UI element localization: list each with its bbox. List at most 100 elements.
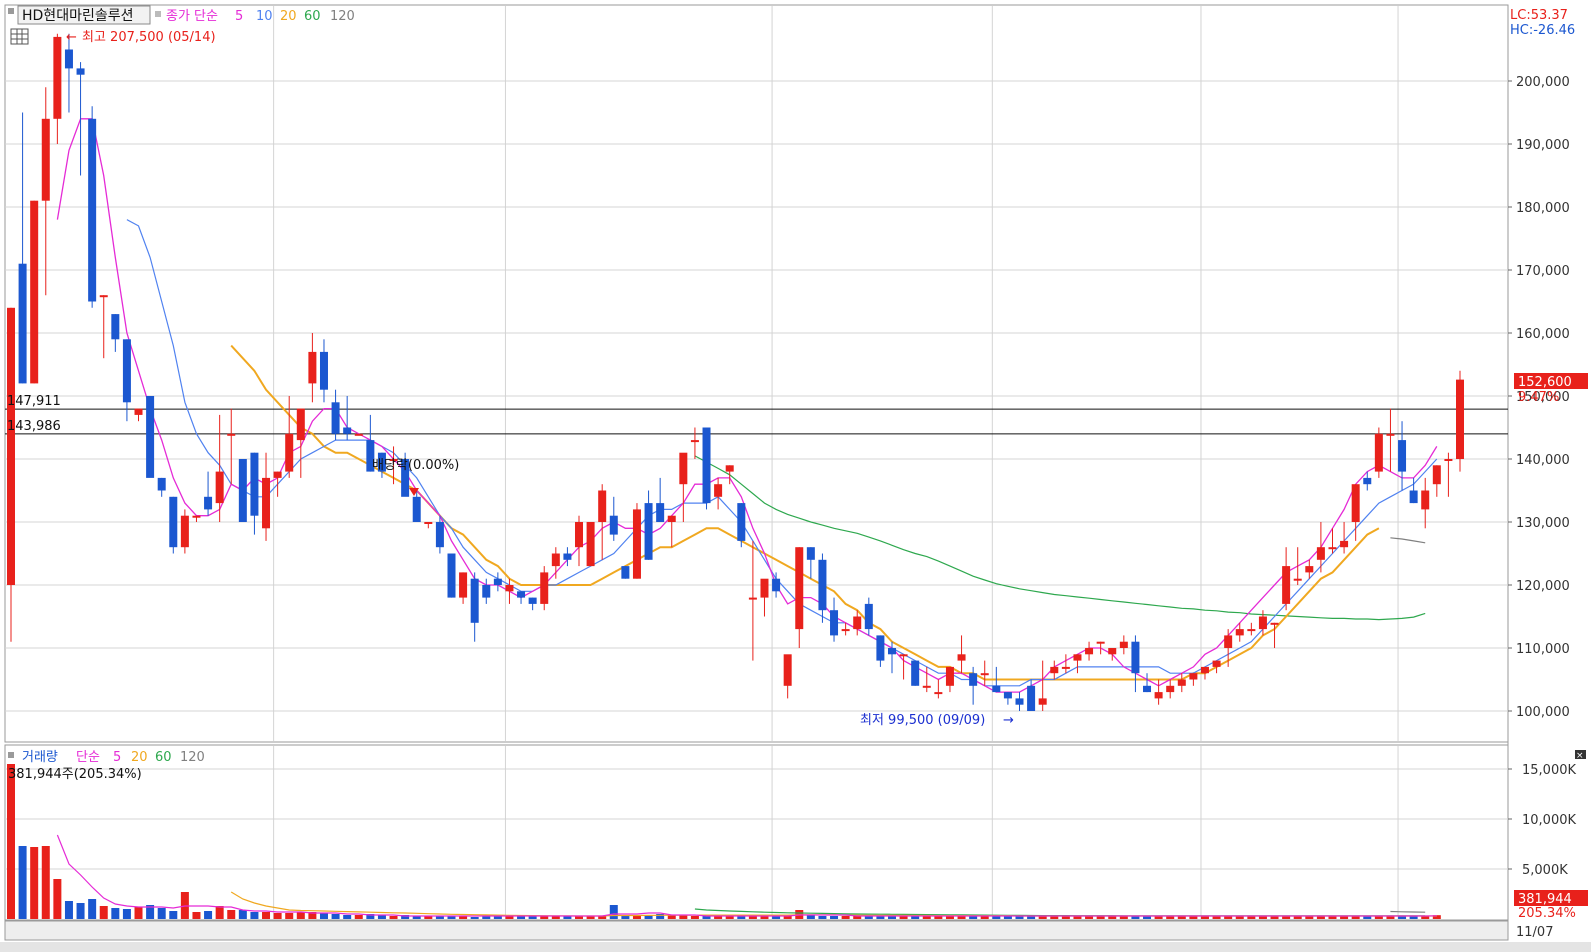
volume-bar: [1328, 916, 1337, 919]
candle-body: [945, 666, 954, 686]
volume-bar: [1166, 916, 1175, 919]
candle-body: [296, 408, 305, 441]
volume-bar: [899, 916, 908, 919]
candle-body: [1293, 578, 1302, 581]
legend-label: 종가 단순: [166, 9, 218, 24]
volume-bar: [656, 914, 665, 919]
candle-body: [1340, 540, 1349, 548]
volume-bar: [1247, 916, 1256, 919]
candle-body: [435, 522, 444, 548]
candle-body: [992, 685, 1001, 693]
price-tick-label: 200,000: [1516, 75, 1570, 90]
vlegend-ma120: 120: [180, 750, 205, 765]
candlesticks: [7, 33, 1464, 711]
volume-bar: [957, 916, 966, 919]
hline-2-label: 143,986: [7, 419, 61, 434]
candle-body: [899, 654, 908, 657]
volume-bar: [53, 879, 62, 919]
volume-bar: [563, 916, 572, 919]
volume-bar: [540, 916, 549, 919]
candle-body: [41, 118, 50, 201]
ma10-line: [126, 219, 1438, 687]
candle-body: [957, 654, 966, 661]
stock-name-box[interactable]: [17, 5, 151, 25]
candle-body: [517, 591, 526, 598]
volume-bar: [1374, 916, 1383, 919]
candle-body: [459, 572, 468, 598]
volume-bar: [841, 916, 850, 919]
volume-tick-label: 15,000K: [1522, 763, 1576, 778]
candle-body: [748, 597, 757, 600]
price-y-axis: 100,000 110,000 120,000 130,000 140,000 150,0…: [1508, 75, 1570, 720]
hline-1-label: 147,911: [7, 394, 61, 409]
candle-body: [1061, 666, 1070, 669]
candle-body: [1200, 666, 1209, 674]
down-marker-icon: [409, 488, 419, 496]
price-tick-label: 130,000: [1516, 516, 1570, 531]
candle-body: [690, 440, 699, 443]
candle-body: [30, 200, 39, 384]
candle-body: [1444, 459, 1453, 461]
candle-body: [389, 459, 398, 461]
candle-body: [366, 440, 375, 472]
volume-bar: [1050, 916, 1059, 919]
volume-bar: [783, 916, 792, 919]
volume-bar: [7, 764, 15, 919]
candle-body: [227, 433, 236, 436]
candle-body: [714, 484, 723, 497]
volume-bar: [1270, 916, 1279, 919]
candle-body: [53, 36, 62, 119]
candle-body: [540, 572, 549, 604]
volume-bar: [1421, 916, 1430, 919]
legend-marker-icon: [155, 11, 161, 17]
volume-ma-lines: [56, 834, 1437, 917]
candle-body: [644, 503, 653, 560]
low-annotation: 최저 99,500 (09/09) →: [860, 713, 1014, 728]
volume-bar: [1131, 916, 1140, 919]
volume-bar: [88, 899, 97, 919]
candle-body: [575, 522, 584, 548]
volume-bar: [343, 915, 352, 919]
reference-lines: [5, 408, 1508, 435]
volume-bar: [772, 916, 781, 919]
candle-body: [250, 452, 259, 516]
volume-bar: [667, 915, 676, 919]
candle-body: [1398, 440, 1407, 472]
legend-ma5: 5: [235, 9, 243, 24]
candle-body: [64, 49, 73, 69]
candle-body: [18, 263, 27, 384]
candle-body: [1235, 629, 1244, 636]
date-axis-strip: [4, 920, 1509, 941]
candle-body: [180, 515, 189, 548]
candle-body: [1096, 641, 1105, 644]
candle-body: [99, 295, 108, 298]
volume-bar: [146, 905, 155, 919]
candle-body: [308, 351, 317, 384]
volume-bar: [1386, 916, 1395, 919]
volume-bar: [1200, 916, 1209, 919]
price-tick-label: 150,000: [1516, 390, 1570, 405]
volume-bar: [1015, 916, 1024, 919]
candle-body: [783, 654, 792, 686]
volume-bar: [285, 913, 294, 919]
candle-body: [354, 433, 363, 436]
candle-body: [969, 673, 978, 686]
volume-bar: [1189, 916, 1198, 919]
close-icon[interactable]: [1575, 750, 1586, 759]
candle-body: [830, 610, 839, 636]
volume-bar: [447, 916, 456, 919]
volume-bar: [1316, 916, 1325, 919]
high-label: 최고 207,500 (05/14): [82, 30, 216, 45]
candle-body: [841, 629, 850, 632]
volume-bar: [493, 916, 502, 919]
stock-name[interactable]: HD현대마린솔루션: [22, 8, 133, 24]
volume-bar: [1398, 916, 1407, 919]
candle-body: [1316, 547, 1325, 560]
candle-body: [621, 566, 630, 579]
volume-bar: [1293, 916, 1302, 919]
toolbar-strip[interactable]: [0, 942, 1591, 952]
table-icon[interactable]: [10, 28, 29, 45]
candle-body: [1038, 698, 1047, 705]
candle-body: [737, 503, 746, 541]
